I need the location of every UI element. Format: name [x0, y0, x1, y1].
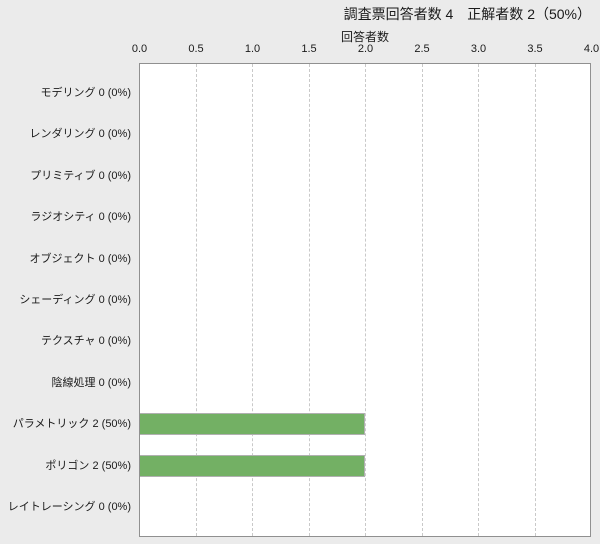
category-label: テクスチャ 0 (0%) [40, 335, 131, 348]
x-tick-label: 1.5 [301, 43, 317, 55]
chart-title: 調査票回答者数 4 正解者数 2（50%） [343, 6, 591, 22]
gridline [252, 64, 253, 536]
category-label: レンダリング 0 (0%) [29, 128, 131, 141]
gridline [308, 64, 310, 536]
bar [140, 454, 365, 477]
gridline [478, 64, 479, 536]
x-tick-label: 0.5 [188, 43, 204, 55]
x-axis-tick-labels: 0.0 0.5 1.0 1.5 2.0 2.5 3.0 3.5 4.0 [0, 43, 600, 57]
category-labels: モデリング 0 (0%) レンダリング 0 (0%) プリミティブ 0 (0%) ラジ… [0, 63, 139, 537]
x-tick-label: 4.0 [583, 43, 600, 55]
category-label: オブジェクト 0 (0%) [29, 252, 131, 265]
x-tick-label: 3.0 [470, 43, 487, 55]
category-label: モデリング 0 (0%) [40, 86, 131, 99]
x-tick-label: 2.5 [414, 43, 430, 55]
category-label: ポリゴン 2 (50%) [45, 459, 131, 472]
category-label: ラジオシティ 0 (0%) [30, 211, 131, 224]
bar [140, 413, 365, 436]
category-label: プリミティブ 0 (0%) [30, 169, 131, 182]
gridline [534, 64, 536, 536]
gridline [421, 64, 423, 536]
category-label: パラメトリック 2 (50%) [12, 418, 131, 431]
x-tick-label: 0.0 [131, 43, 148, 55]
x-tick-label: 1.0 [244, 43, 261, 55]
x-tick-label: 3.5 [527, 43, 543, 55]
plot-area [139, 63, 591, 537]
x-axis-label: 回答者数 [340, 30, 389, 44]
x-tick-label: 2.0 [357, 43, 374, 55]
category-label: レイトレーシング 0 (0%) [7, 501, 131, 514]
category-label: シェーディング 0 (0%) [19, 293, 131, 306]
gridline [195, 64, 197, 536]
gridline [365, 64, 366, 536]
category-label: 陰線処理 0 (0%) [51, 376, 131, 389]
